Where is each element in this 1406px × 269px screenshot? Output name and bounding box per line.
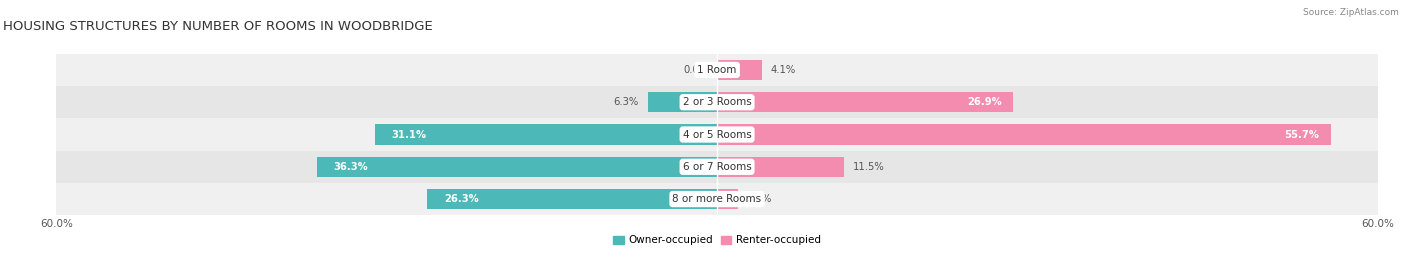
Bar [717,92,1014,112]
Bar [56,86,1378,118]
Text: 1.9%: 1.9% [747,194,772,204]
Text: 1 Room: 1 Room [697,65,737,75]
Bar [318,157,717,177]
Text: 11.5%: 11.5% [852,162,884,172]
Bar [717,189,738,209]
Text: 36.3%: 36.3% [333,162,368,172]
Text: Source: ZipAtlas.com: Source: ZipAtlas.com [1303,8,1399,17]
Bar [56,54,1378,86]
Bar [374,125,717,144]
Text: 2 or 3 Rooms: 2 or 3 Rooms [683,97,751,107]
Text: 8 or more Rooms: 8 or more Rooms [672,194,762,204]
Bar [56,118,1378,151]
Text: 26.3%: 26.3% [444,194,478,204]
Text: 6 or 7 Rooms: 6 or 7 Rooms [683,162,751,172]
Legend: Owner-occupied, Renter-occupied: Owner-occupied, Renter-occupied [613,235,821,246]
Bar [56,183,1378,215]
Text: 6.3%: 6.3% [613,97,638,107]
Bar [717,157,844,177]
Text: 4 or 5 Rooms: 4 or 5 Rooms [683,129,751,140]
Bar [648,92,717,112]
Bar [56,151,1378,183]
Text: 55.7%: 55.7% [1285,129,1319,140]
Text: HOUSING STRUCTURES BY NUMBER OF ROOMS IN WOODBRIDGE: HOUSING STRUCTURES BY NUMBER OF ROOMS IN… [3,20,433,33]
Bar [717,125,1330,144]
Text: 26.9%: 26.9% [967,97,1002,107]
Text: 0.0%: 0.0% [683,65,709,75]
Text: 4.1%: 4.1% [770,65,796,75]
Bar [427,189,717,209]
Bar [717,60,762,80]
Text: 31.1%: 31.1% [391,129,426,140]
